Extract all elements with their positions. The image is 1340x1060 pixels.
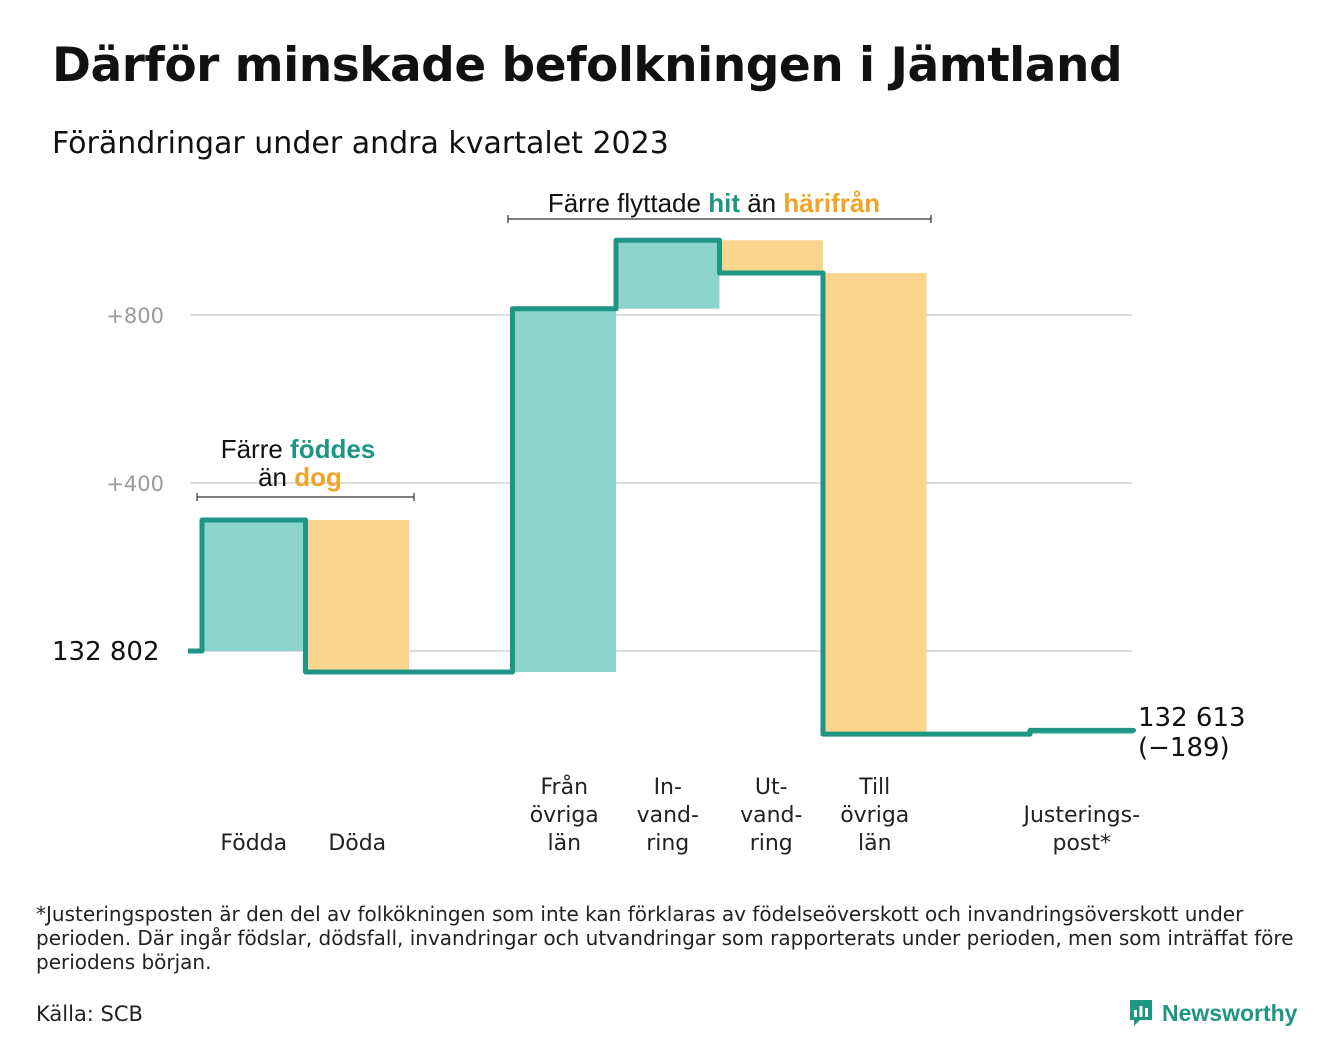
end-value-label: 132 613: [1138, 703, 1246, 733]
brand-name: Newsworthy: [1162, 999, 1298, 1026]
annotation-text: Färre flyttade: [548, 188, 708, 218]
annotation-highlight-doda: dog: [294, 462, 342, 492]
cumulative-step-line: [188, 237, 1136, 737]
labels: 132 802 132 613 (−189) +400 +800 Födda Döda…: [52, 304, 1246, 856]
annotation-highlight-hit: hit: [708, 188, 740, 218]
annotations: Färre föddes än dog Färre flyttade hit ä…: [196, 188, 932, 501]
y-tick-label: +400: [106, 472, 164, 496]
bar-5: [719, 240, 823, 273]
category-label: Födda: [220, 831, 287, 856]
chart-subtitle: Förändringar under andra kvartalet 2023: [52, 126, 669, 161]
footnote: *Justeringsposten är den del av folkökni…: [36, 902, 1294, 974]
category-label: Från övriga län: [530, 774, 599, 856]
brand-logo: Newsworthy: [1128, 998, 1297, 1028]
annotation-bracket-births: [196, 493, 415, 501]
category-label: Döda: [328, 831, 386, 856]
annotation-text: Färre: [221, 434, 290, 464]
annotation-highlight-harifran: härifrån: [783, 188, 880, 218]
annotation-migration: Färre flyttade hit än härifrån: [548, 188, 880, 218]
bar-4: [616, 240, 720, 309]
bar-1: [305, 519, 409, 672]
chart-title: Därför minskade befolkningen i Jämtland: [52, 38, 1123, 93]
annotation-highlight-fodda: föddes: [290, 434, 375, 464]
annotation-text: än: [258, 462, 294, 492]
bar-3: [512, 308, 616, 672]
bars: [202, 240, 1134, 735]
step-line: [188, 237, 1136, 737]
category-label: Ut-vand-ring: [740, 775, 802, 856]
waterfall-chart: 132 802 132 613 (−189) +400 +800 Födda Döda…: [52, 188, 1246, 856]
y-tick-label: +800: [106, 304, 164, 328]
bar-0: [202, 519, 306, 651]
annotation-text: än: [740, 188, 783, 218]
category-label: Till övriga län: [840, 775, 909, 856]
start-value-label: 132 802: [52, 637, 160, 667]
source-credit: Källa: SCB: [36, 1002, 143, 1026]
category-label: Justerings-post*: [1021, 803, 1140, 856]
annotation-births-line1: Färre föddes: [221, 434, 376, 464]
bar-chart-bubble-icon: [1130, 1000, 1152, 1026]
annotation-births-line2: än dog: [258, 462, 342, 492]
category-label: In-vand-ring: [637, 775, 699, 856]
annotation-bracket-migration: [507, 215, 932, 223]
bar-6: [823, 273, 927, 735]
end-change-label: (−189): [1138, 733, 1230, 763]
